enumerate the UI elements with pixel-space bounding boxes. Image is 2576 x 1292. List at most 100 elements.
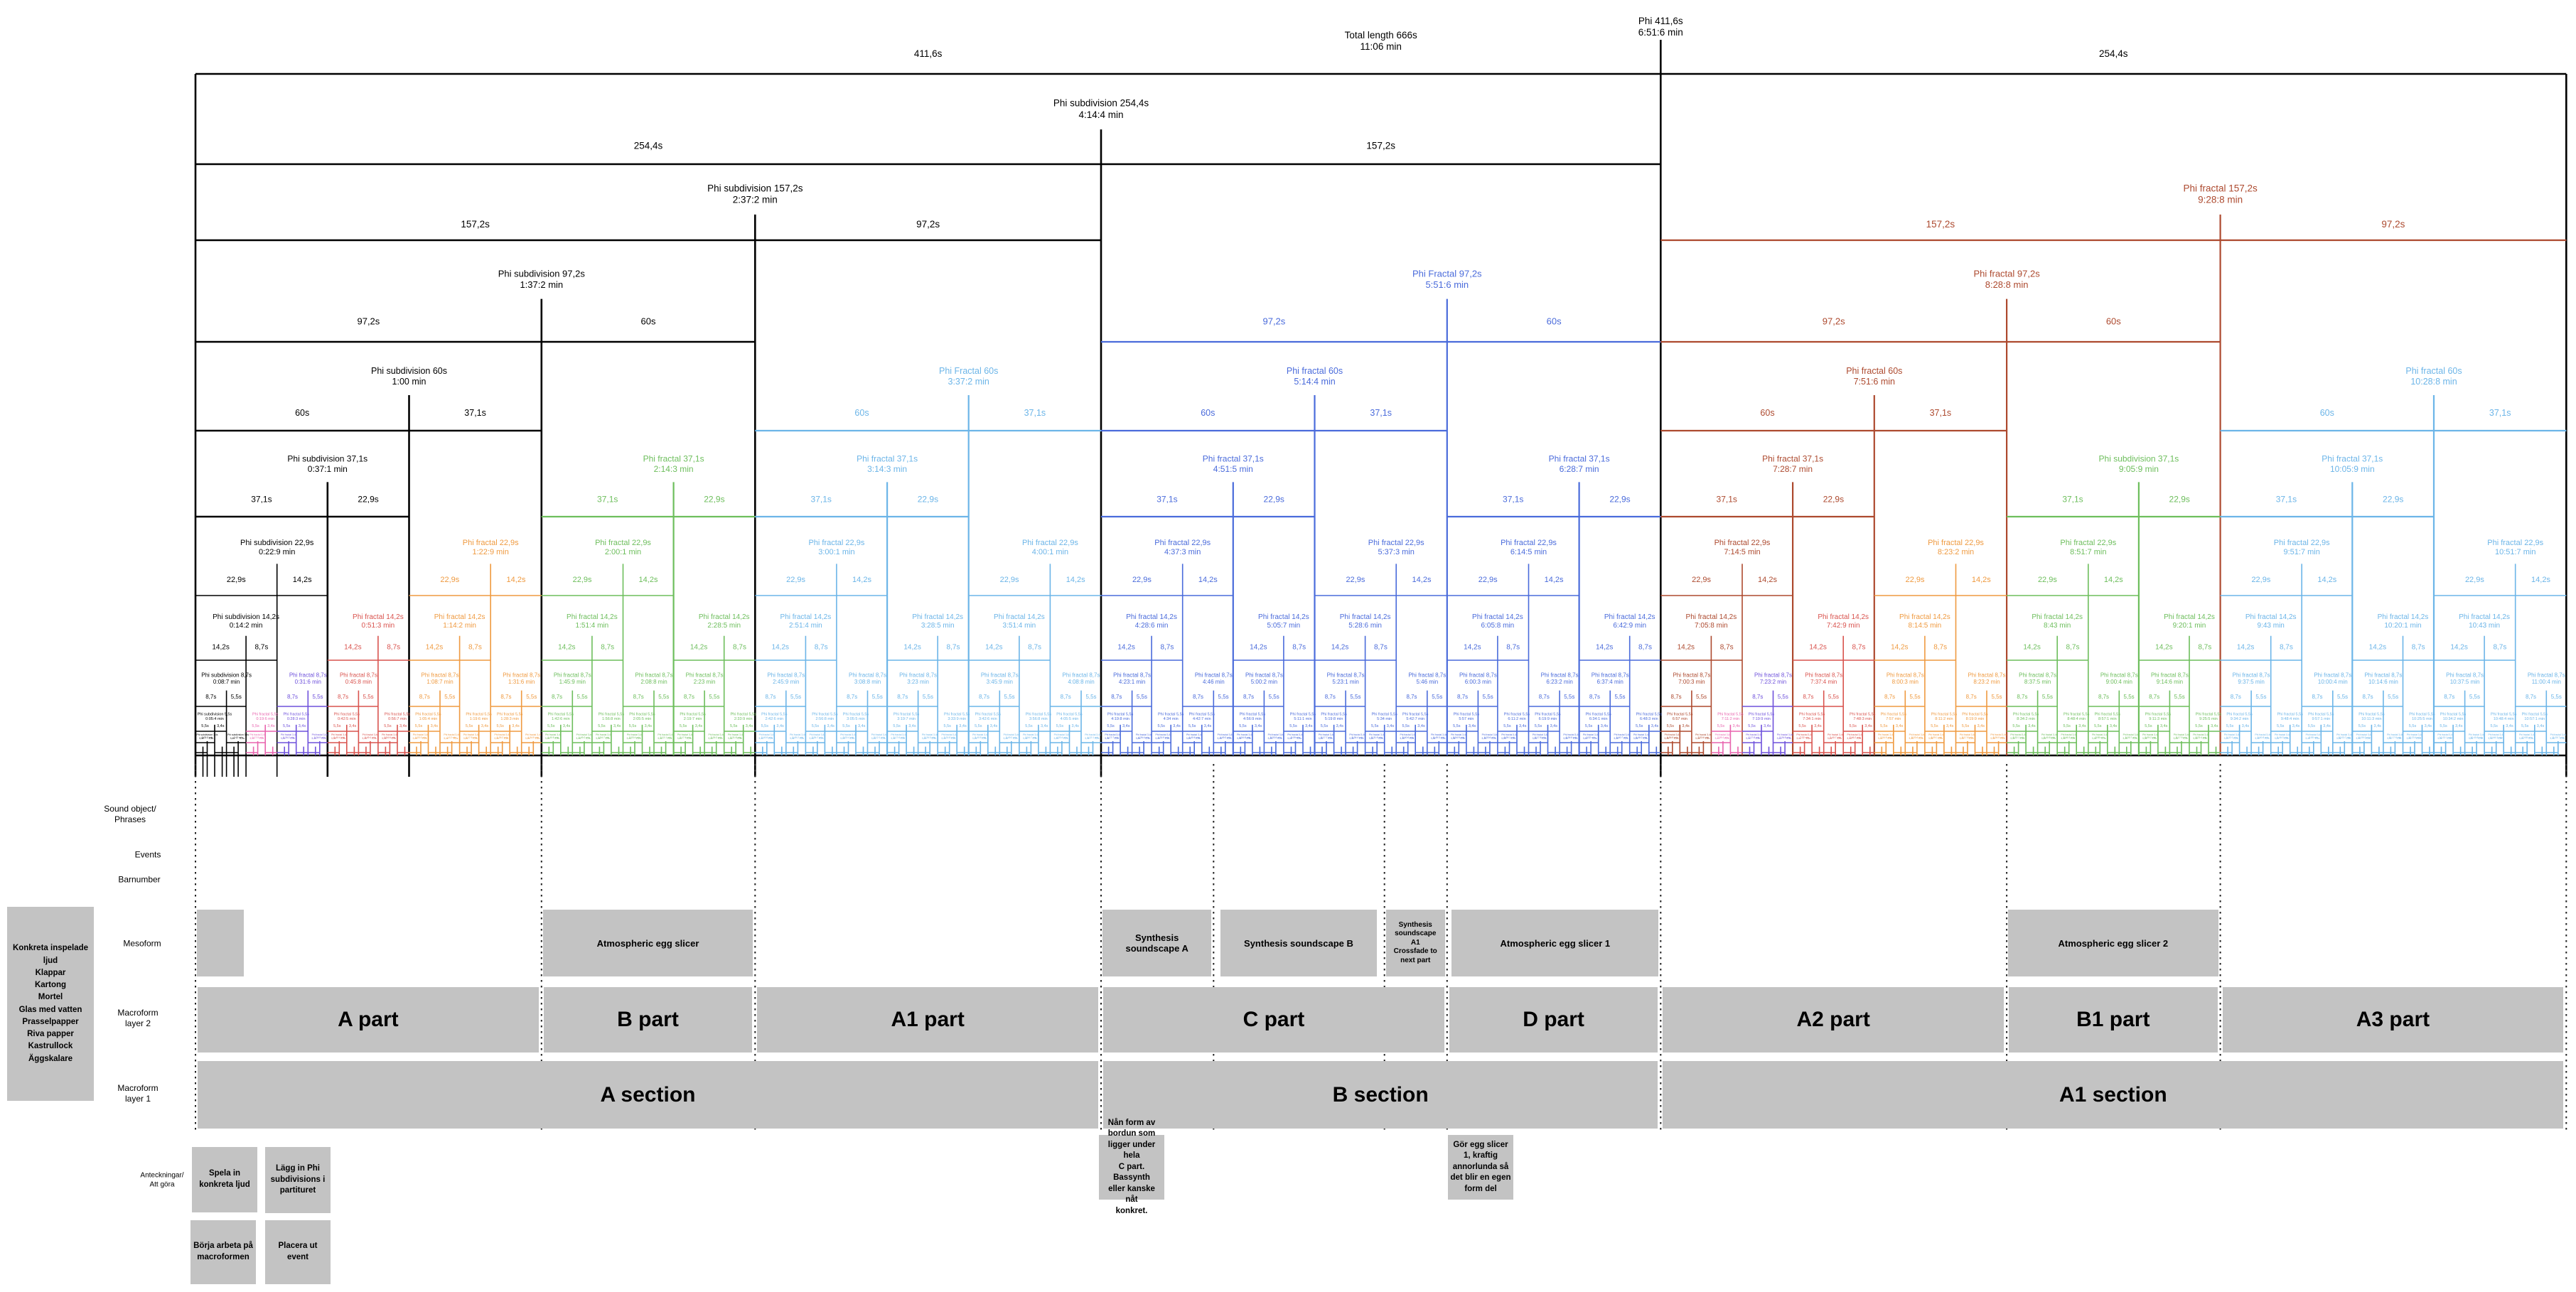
segment-length-label: 8,7s	[2280, 644, 2293, 652]
segment-length-label: 3,4s	[399, 724, 407, 728]
segment-length-label: 3,4s	[959, 724, 967, 728]
subdivision-title: Phi fractal 5,5s	[2358, 713, 2385, 717]
subdivision-title: Phi fractal 3,4s	[891, 733, 907, 736]
subdivision-title: Phi fractal 3,4s	[759, 733, 776, 736]
segment-length-label: 14,2s	[507, 576, 526, 584]
segment-length-label: 14,2s	[426, 644, 443, 652]
segment-length-label: 2,1s	[2000, 737, 2005, 740]
segment-length-label: 2,1s	[1510, 737, 1515, 740]
segment-length-label: 8,7s	[2493, 644, 2506, 652]
subdivision-time: 2:56:8 min	[816, 717, 834, 721]
segment-length-label: 3,4s	[1714, 737, 1719, 740]
segment-length-label: 14,2s	[903, 644, 921, 652]
subdivision-time: 1:51:4 min	[576, 622, 609, 630]
subdivision-time: 0:42:5 min	[338, 717, 356, 721]
segment-length-label: 37,1s	[251, 494, 272, 504]
segment-length-label: 3,4s	[1305, 724, 1313, 728]
subdivision-title: Phi fractal 3,4s	[2407, 733, 2423, 736]
subdivision-time: 10:17:9 min	[2389, 736, 2402, 739]
subdivision-time: 9:00:4 min	[2106, 679, 2132, 685]
subdivision-title: Phi fractal 5,5s	[1240, 713, 1266, 717]
segment-length-label: 3,4s	[1085, 737, 1090, 740]
segment-length-label: 2,1s	[504, 737, 509, 740]
subdivision-title: Phi fractal 8,7s	[1245, 672, 1283, 678]
segment-length-label: 5,5s	[629, 724, 637, 728]
subdivision-title: Phi fractal 5,5s	[680, 713, 706, 717]
subdivision-time: 7:40:7 min	[1830, 736, 1841, 739]
subdivision-title: Phi fractal 5,5s	[2095, 713, 2121, 717]
segment-length-label: 3,4s	[1501, 737, 1506, 740]
segment-length-label: 22,9s	[2251, 576, 2270, 584]
segment-length-label: 5,5s	[872, 694, 883, 700]
segment-length-label: 14,2s	[1678, 644, 1695, 652]
subdivision-title: Phi fractal 5,5s	[2277, 713, 2304, 717]
subdivision-time: 9:40:8 min	[2258, 736, 2269, 739]
subdivision-time: 4:40:6 min	[1188, 736, 1200, 739]
row-label-barnumber: Barnumber	[118, 874, 161, 885]
subdivision-time: 4:05:5 min	[1061, 717, 1079, 721]
subdivision-title: Phi fractal 3,4s	[1451, 733, 1467, 736]
segment-length-label: 3,4s	[871, 737, 876, 740]
segment-length-label: 14,2s	[2317, 576, 2336, 584]
subdivision-title: Phi fractal 5,5s	[2440, 713, 2467, 717]
note-box: Lägg in Phi subdivisions i partituret	[265, 1147, 331, 1213]
subdivision-time: 10:43 min	[2469, 622, 2500, 630]
segment-length-label: 3,4s	[2519, 737, 2524, 740]
segment-length-label: 5,5s	[761, 724, 769, 728]
segment-length-label: 2,1s	[982, 737, 987, 740]
segment-length-label: 22,9s	[573, 576, 592, 584]
segment-length-label: 22,9s	[1264, 494, 1284, 504]
segment-length-label: 5,5s	[923, 694, 933, 700]
subdivision-time: 6:32 min	[1587, 736, 1596, 739]
segment-length-label: 2,1s	[321, 737, 326, 740]
subdivision-title: Phi fractal 3,4s	[1186, 733, 1203, 736]
segment-length-label: 8,7s	[1374, 644, 1388, 652]
subdivision-time: 9:46:3 min	[2277, 736, 2288, 739]
segment-length-label: 3,4s	[840, 737, 845, 740]
subdivision-time: 10:00:4 min	[2318, 679, 2348, 685]
subdivision-time: 7:32 min	[1800, 736, 1809, 739]
segment-length-label: 3,4s	[1519, 724, 1527, 728]
segment-length-label: 3,4s	[2488, 737, 2493, 740]
note-box: Gör egg slicer 1, kraftig annorlunda så …	[1448, 1135, 1513, 1200]
subdivision-title: Phi fractal 22,9s	[2060, 539, 2116, 547]
subdivision-time: 4:42:7 min	[1193, 717, 1211, 721]
subdivision-time: 8:43 min	[2044, 622, 2071, 630]
segment-length-label: 14,2s	[1596, 644, 1613, 652]
segment-length-label: 3,4s	[2028, 724, 2036, 728]
subdivision-title: Phi subdivision 14,2s	[213, 613, 279, 621]
subdivision-time: 4:17:7 min	[1107, 736, 1119, 739]
segment-length-label: 2,1s	[422, 737, 427, 740]
subdivision-time: 8:23:2 min	[1973, 679, 2000, 685]
segment-length-label: 3,4s	[1255, 724, 1262, 728]
segment-length-label: 8,7s	[1720, 644, 1734, 652]
subdivision-title: Phi fractal 5,5s	[1799, 713, 1825, 717]
segment-length-label: 5,5s	[415, 724, 423, 728]
segment-length-label: 3,4s	[481, 724, 489, 728]
subdivision-title: Phi fractal 3,4s	[658, 733, 674, 736]
segment-length-label: 2,1s	[1063, 737, 1068, 740]
segment-length-label: 5,5s	[2308, 724, 2316, 728]
segment-length-label: 157,2s	[1366, 140, 1395, 151]
segment-length-label: 37,1s	[1930, 408, 1952, 418]
segment-length-label: 60s	[2320, 408, 2334, 418]
segment-length-label: 3,4s	[444, 737, 449, 740]
segment-length-label: 3,4s	[2224, 737, 2229, 740]
segment-length-label: 3,4s	[790, 737, 795, 740]
segment-length-label: 5,5s	[1350, 694, 1361, 700]
subdivision-time: 3:26:3 min	[924, 736, 935, 739]
subdivision-time: 7:26:5 min	[1779, 736, 1791, 739]
segment-length-label: 2,1s	[881, 737, 886, 740]
segment-length-label: 5,5s	[333, 724, 341, 728]
subdivision-title: Phi fractal 8,7s	[340, 672, 377, 678]
segment-length-label: 5,5s	[1137, 694, 1147, 700]
subdivision-title: Phi fractal 3,4s	[941, 733, 957, 736]
subdivision-time: 2:26:3 min	[711, 736, 722, 739]
subdivision-time: 2:33:9 min	[734, 717, 753, 721]
segment-length-label: 3,4s	[1864, 724, 1872, 728]
segment-length-label: 2,1s	[2233, 737, 2238, 740]
segment-length-label: 5,5s	[658, 694, 669, 700]
segment-length-label: 5,5s	[577, 694, 588, 700]
segment-length-label: 5,5s	[1503, 724, 1511, 728]
subdivision-time: 7:03:6 min	[1697, 736, 1709, 739]
